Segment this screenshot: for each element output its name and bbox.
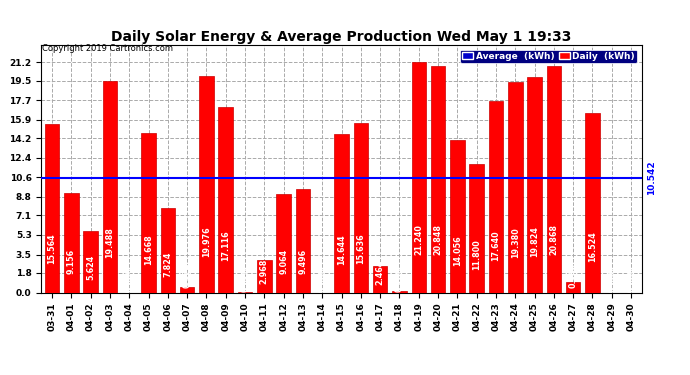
Text: 5.624: 5.624 — [86, 255, 95, 280]
Bar — [161, 208, 175, 292]
Bar — [64, 193, 79, 292]
Text: 19.824: 19.824 — [530, 226, 539, 257]
Bar — [219, 107, 233, 292]
Text: 14.644: 14.644 — [337, 235, 346, 266]
Bar — [257, 260, 272, 292]
Bar — [527, 77, 542, 292]
Bar — [277, 194, 291, 292]
Text: 0.000: 0.000 — [607, 267, 616, 292]
Text: 9.064: 9.064 — [279, 249, 288, 274]
Text: 11.800: 11.800 — [472, 239, 481, 270]
Text: 0.524: 0.524 — [183, 263, 192, 288]
Title: Daily Solar Energy & Average Production Wed May 1 19:33: Daily Solar Energy & Average Production … — [111, 30, 572, 44]
Bar — [141, 133, 156, 292]
Text: 0.000: 0.000 — [627, 267, 635, 292]
Text: 0.000: 0.000 — [318, 267, 327, 292]
Text: 20.848: 20.848 — [433, 224, 442, 255]
Text: 7.824: 7.824 — [164, 251, 172, 276]
Bar — [373, 266, 387, 292]
Text: Copyright 2019 Cartronics.com: Copyright 2019 Cartronics.com — [41, 44, 172, 52]
Bar — [566, 282, 580, 292]
Bar — [335, 134, 348, 292]
Bar — [296, 189, 310, 292]
Bar — [508, 82, 522, 292]
Bar — [45, 123, 59, 292]
Bar — [353, 123, 368, 292]
Text: 0.076: 0.076 — [241, 267, 250, 292]
Text: 17.640: 17.640 — [491, 230, 500, 261]
Text: 0.000: 0.000 — [125, 267, 134, 292]
Text: 9.156: 9.156 — [67, 249, 76, 274]
Text: 14.668: 14.668 — [144, 235, 153, 266]
Text: 17.116: 17.116 — [221, 231, 230, 261]
Bar — [83, 231, 98, 292]
Text: 19.488: 19.488 — [106, 226, 115, 258]
Text: 19.380: 19.380 — [511, 227, 520, 258]
Legend: Average  (kWh), Daily  (kWh): Average (kWh), Daily (kWh) — [460, 50, 637, 63]
Text: 2.464: 2.464 — [375, 260, 384, 285]
Bar — [450, 140, 464, 292]
Text: 0.940: 0.940 — [569, 262, 578, 288]
Text: 15.636: 15.636 — [356, 233, 365, 264]
Bar — [411, 62, 426, 292]
Text: 21.240: 21.240 — [414, 224, 423, 255]
Bar — [469, 164, 484, 292]
Text: 19.976: 19.976 — [202, 226, 211, 257]
Text: 20.868: 20.868 — [549, 224, 558, 255]
Bar — [489, 101, 503, 292]
Bar — [431, 66, 445, 292]
Text: 2.968: 2.968 — [260, 259, 269, 284]
Bar — [180, 287, 195, 292]
Bar — [103, 81, 117, 292]
Bar — [199, 76, 214, 292]
Text: 15.564: 15.564 — [48, 233, 57, 264]
Text: 14.056: 14.056 — [453, 236, 462, 266]
Text: 16.524: 16.524 — [588, 232, 597, 262]
Bar — [546, 66, 561, 292]
Bar — [585, 113, 600, 292]
Text: 9.496: 9.496 — [299, 249, 308, 274]
Text: 0.180: 0.180 — [395, 267, 404, 292]
Bar — [392, 291, 406, 292]
